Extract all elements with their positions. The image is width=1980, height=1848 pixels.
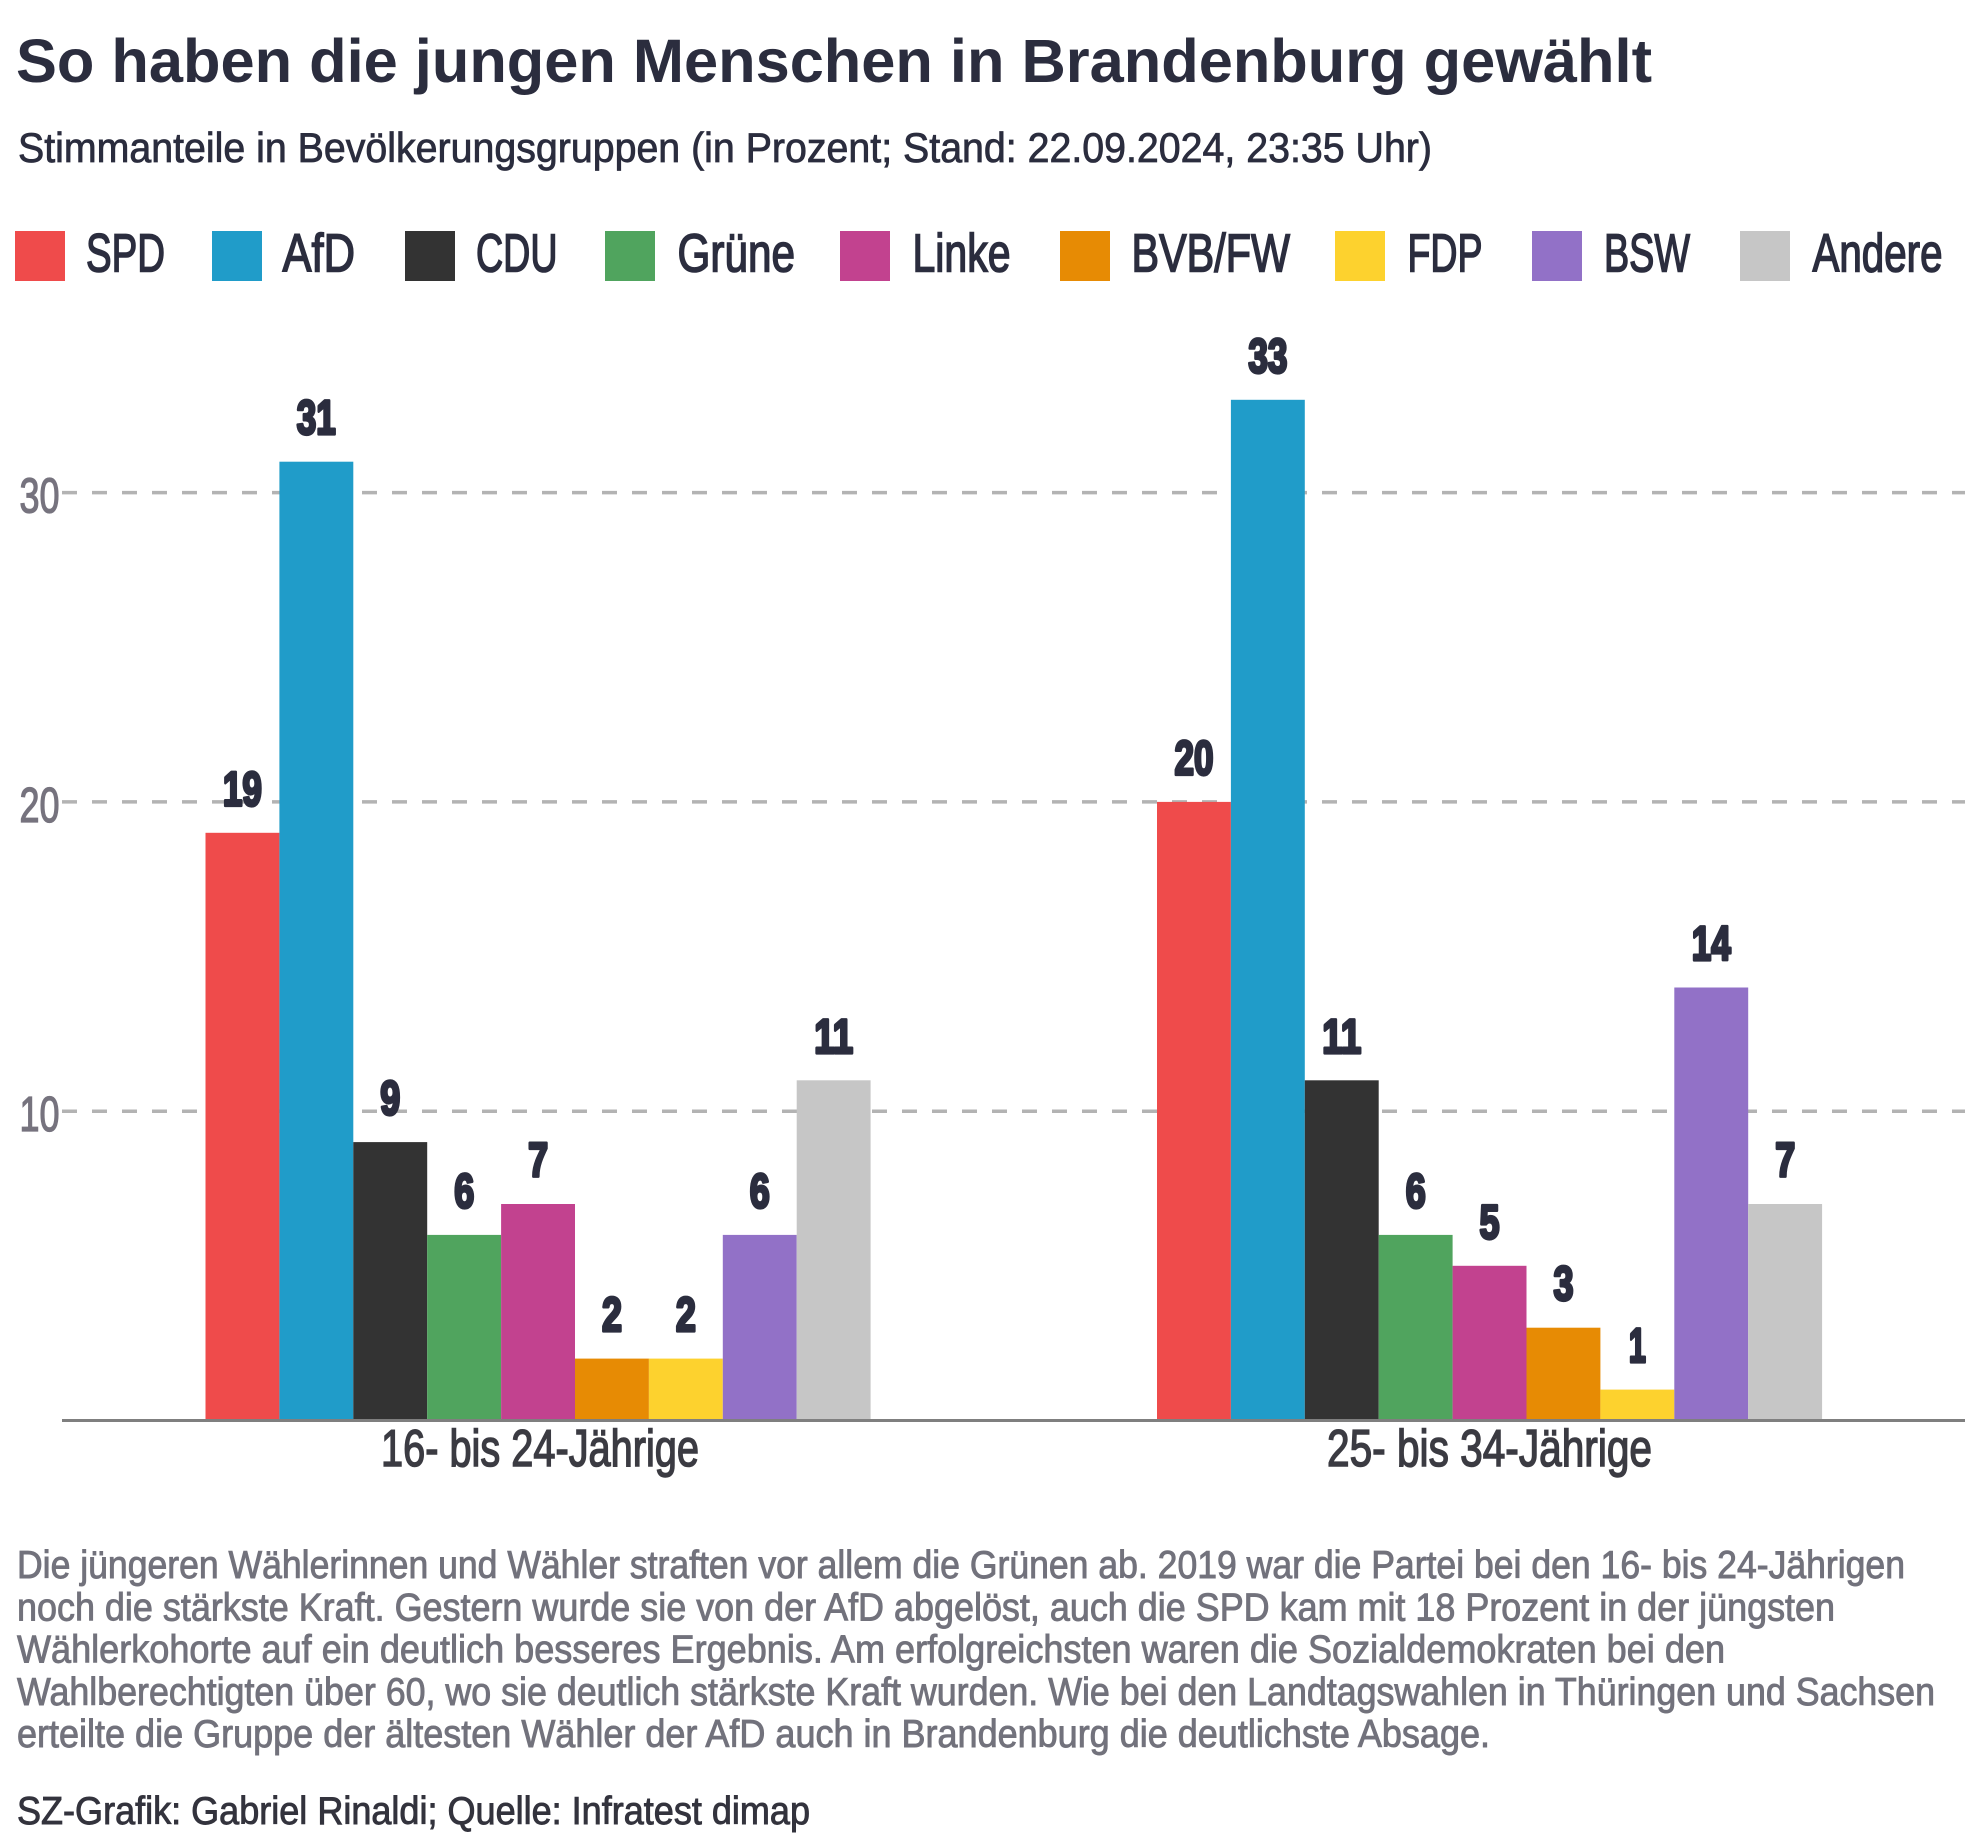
svg-text:3: 3 — [1554, 1258, 1574, 1311]
svg-text:14: 14 — [1692, 918, 1731, 971]
svg-text:Wahlberechtigten über 60, wo s: Wahlberechtigten über 60, wo sie deutlic… — [17, 1671, 1935, 1714]
svg-text:6: 6 — [1406, 1165, 1426, 1218]
svg-text:erteilte die Gruppe der ältest: erteilte die Gruppe der ältesten Wähler … — [17, 1713, 1490, 1756]
svg-text:6: 6 — [454, 1165, 474, 1218]
svg-text:5: 5 — [1480, 1196, 1500, 1249]
svg-text:Andere: Andere — [1813, 224, 1943, 284]
svg-text:SZ-Grafik: Gabriel Rinaldi; Qu: SZ-Grafik: Gabriel Rinaldi; Quelle: Infr… — [17, 1790, 810, 1833]
svg-text:noch die stärkste Kraft. Geste: noch die stärkste Kraft. Gestern wurde s… — [17, 1586, 1835, 1629]
svg-text:SPD: SPD — [86, 224, 165, 284]
svg-text:33: 33 — [1248, 330, 1287, 383]
svg-text:30: 30 — [20, 470, 60, 524]
svg-text:2: 2 — [602, 1289, 622, 1342]
svg-text:16- bis 24-Jährige: 16- bis 24-Jährige — [381, 1420, 699, 1478]
svg-text:20: 20 — [1175, 732, 1214, 785]
svg-text:10: 10 — [20, 1088, 60, 1142]
svg-text:Stimmanteile in Bevölkerungsgr: Stimmanteile in Bevölkerungsgruppen (in … — [18, 124, 1432, 171]
svg-text:7: 7 — [528, 1135, 548, 1188]
svg-text:7: 7 — [1775, 1135, 1795, 1188]
svg-text:20: 20 — [20, 779, 60, 833]
svg-text:Grüne: Grüne — [678, 224, 796, 284]
svg-text:BVB/FW: BVB/FW — [1132, 224, 1291, 284]
svg-text:9: 9 — [380, 1073, 400, 1126]
svg-text:11: 11 — [1322, 1011, 1361, 1064]
svg-text:6: 6 — [750, 1165, 770, 1218]
svg-text:So haben die jungen Menschen i: So haben die jungen Menschen in Brandenb… — [16, 27, 1652, 95]
svg-text:Wählerkohorte auf ein deutlich: Wählerkohorte auf ein deutlich besseres … — [17, 1629, 1725, 1672]
svg-text:FDP: FDP — [1408, 224, 1483, 284]
svg-text:31: 31 — [297, 392, 336, 445]
svg-text:2: 2 — [676, 1289, 696, 1342]
svg-text:11: 11 — [814, 1011, 853, 1064]
svg-text:Linke: Linke — [913, 224, 1011, 284]
svg-text:19: 19 — [223, 763, 262, 816]
svg-text:1: 1 — [1629, 1320, 1646, 1373]
svg-text:Die jüngeren Wählerinnen und W: Die jüngeren Wählerinnen und Wähler stra… — [17, 1544, 1905, 1587]
svg-text:CDU: CDU — [476, 224, 558, 284]
svg-text:BSW: BSW — [1604, 224, 1690, 284]
svg-text:25- bis 34-Jährige: 25- bis 34-Jährige — [1327, 1420, 1652, 1478]
svg-text:AfD: AfD — [283, 224, 356, 284]
